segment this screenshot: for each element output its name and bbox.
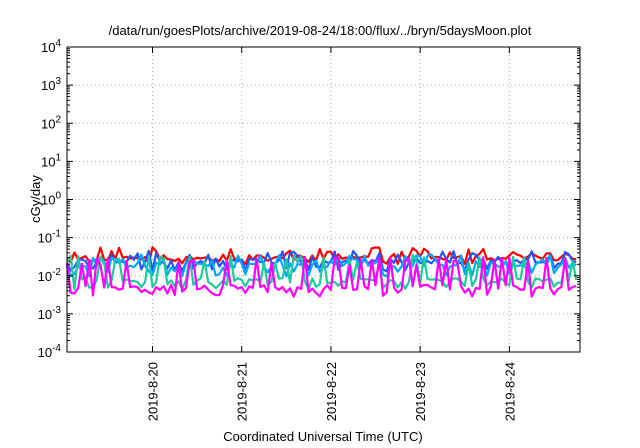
x-axis: 2019-8-20 2019-8-21 2019-8-22 2019-8-23 2019…	[146, 47, 517, 421]
y-axis: 10-4 10-3 10-2 10-1 100 101 102 103 104	[38, 38, 580, 360]
y-tick-label: 102	[41, 114, 61, 131]
chart-title: /data/run/goesPlots/archive/2019-08-24/1…	[109, 23, 532, 38]
x-tick-label: 2019-8-20	[146, 362, 161, 421]
y-tick-label: 10-3	[38, 305, 62, 322]
grid	[67, 47, 580, 352]
y-tick-label: 100	[41, 191, 61, 208]
series-lines	[65, 246, 578, 298]
x-tick-label: 2019-8-22	[324, 362, 339, 421]
y-tick-label: 101	[41, 152, 61, 169]
series-line	[66, 246, 577, 266]
series-line	[65, 255, 577, 298]
x-tick-label: 2019-8-23	[413, 362, 428, 421]
y-axis-label: cGy/day	[28, 175, 43, 223]
x-tick-label: 2019-8-24	[502, 362, 517, 421]
y-tick-label: 103	[41, 76, 61, 93]
x-axis-label: Coordinated Universal Time (UTC)	[223, 429, 422, 444]
x-tick-label: 2019-8-21	[235, 362, 250, 421]
y-tick-label: 10-4	[38, 343, 62, 360]
y-tick-label: 10-1	[38, 229, 62, 246]
y-tick-label: 104	[41, 38, 61, 55]
y-tick-label: 10-2	[38, 267, 62, 284]
